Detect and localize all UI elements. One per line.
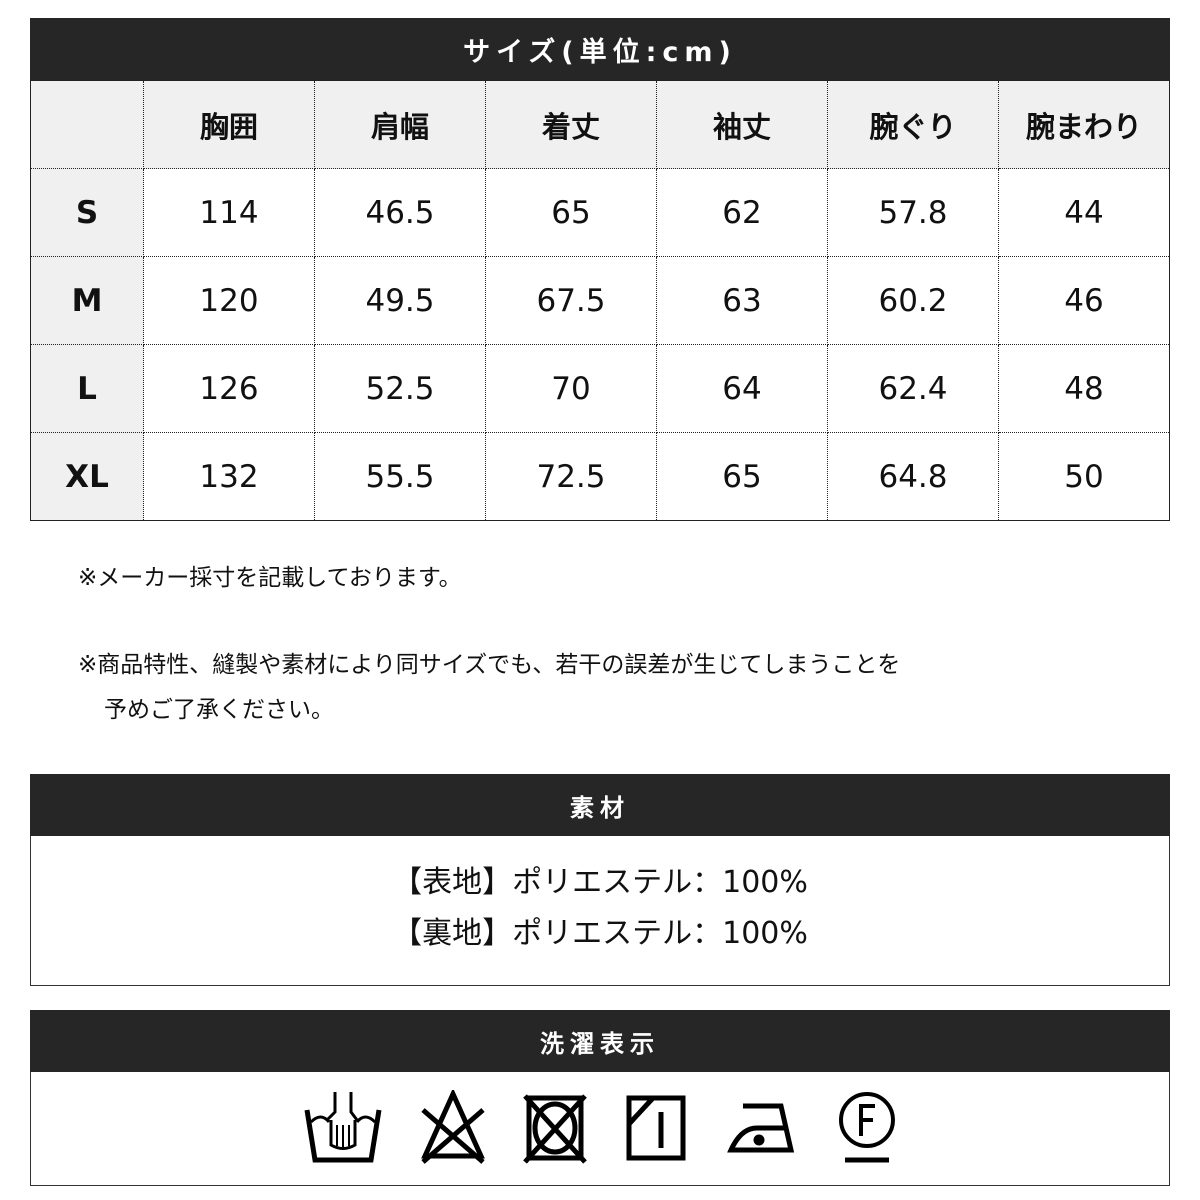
table-row: L 126 52.5 70 64 62.4 48 [30, 344, 1170, 433]
column-header: 腕ぐり [827, 80, 999, 169]
table-cell: 62 [656, 168, 828, 257]
size-table-title: サイズ(単位:cm) [30, 18, 1170, 80]
table-cell: 64 [656, 344, 828, 433]
table-cell: 57.8 [827, 168, 999, 257]
note-1: ※メーカー採寸を記載しております。 [78, 565, 462, 591]
table-cell: 60.2 [827, 256, 999, 345]
table-cell: 44 [998, 168, 1170, 257]
column-header: 胸囲 [143, 80, 315, 169]
hand-wash-icon [304, 1092, 382, 1163]
table-cell: 64.8 [827, 432, 999, 521]
care-title: 洗濯表示 [30, 1010, 1170, 1072]
column-header: 袖丈 [656, 80, 828, 169]
table-cell: 49.5 [314, 256, 486, 345]
size-label: XL [30, 432, 144, 521]
table-cell: 132 [143, 432, 315, 521]
column-header: 肩幅 [314, 80, 486, 169]
table-row: M 120 49.5 67.5 63 60.2 46 [30, 256, 1170, 345]
note-3: 予めご了承ください。 [104, 697, 334, 723]
column-header: 腕まわり [998, 80, 1170, 169]
table-cell: 65 [656, 432, 828, 521]
no-tumble-dry-icon [523, 1094, 587, 1164]
iron-low-icon [727, 1103, 795, 1153]
material-lining: 【裏地】ポリエステル：100% [392, 916, 808, 951]
table-cell: 55.5 [314, 432, 486, 521]
table-cell: 50 [998, 432, 1170, 521]
header-row: 胸囲 肩幅 着丈 袖丈 腕ぐり 腕まわり [30, 80, 1170, 169]
material-title: 素材 [30, 774, 1170, 836]
size-table: 胸囲 肩幅 着丈 袖丈 腕ぐり 腕まわり S 114 46.5 65 62 57.8 44 M 120 49… [30, 80, 1170, 521]
table-cell: 48 [998, 344, 1170, 433]
table-cell: 67.5 [485, 256, 657, 345]
table-cell: 126 [143, 344, 315, 433]
size-label: L [30, 344, 144, 433]
table-cell: 70 [485, 344, 657, 433]
line-dry-shade-icon [626, 1095, 686, 1161]
dry-clean-f-icon [839, 1092, 895, 1163]
table-row: S 114 46.5 65 62 57.8 44 [30, 168, 1170, 257]
material-outer: 【表地】ポリエステル：100% [392, 865, 808, 900]
no-bleach-icon [421, 1090, 485, 1164]
table-cell: 46.5 [314, 168, 486, 257]
size-label: M [30, 256, 144, 345]
table-cell: 65 [485, 168, 657, 257]
table-cell: 120 [143, 256, 315, 345]
column-header: 着丈 [485, 80, 657, 169]
column-header [30, 80, 144, 169]
table-cell: 46 [998, 256, 1170, 345]
table-row: XL 132 55.5 72.5 65 64.8 50 [30, 432, 1170, 521]
table-cell: 114 [143, 168, 315, 257]
care-box [30, 1072, 1170, 1186]
table-cell: 63 [656, 256, 828, 345]
material-box: 【表地】ポリエステル：100% 【裏地】ポリエステル：100% [30, 836, 1170, 986]
note-2: ※商品特性、縫製や素材により同サイズでも、若干の誤差が生じてしまうことを [78, 652, 901, 678]
table-cell: 62.4 [827, 344, 999, 433]
table-cell: 72.5 [485, 432, 657, 521]
table-cell: 52.5 [314, 344, 486, 433]
size-label: S [30, 168, 144, 257]
